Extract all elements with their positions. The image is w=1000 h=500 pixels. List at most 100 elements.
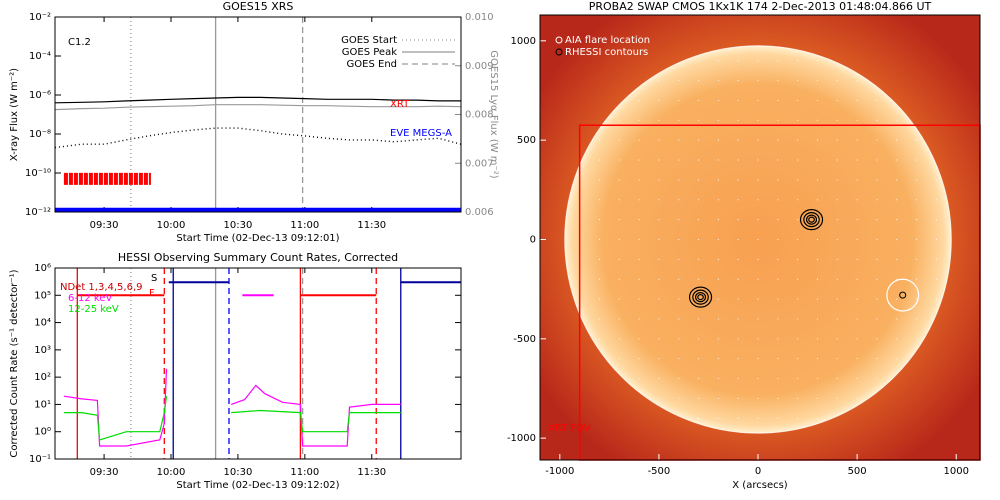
grid-dot — [717, 159, 719, 161]
grid-dot — [856, 79, 858, 82]
grid-dot — [638, 119, 640, 121]
grid-dot — [638, 298, 640, 300]
grid-dot — [658, 159, 660, 161]
series-line — [63, 368, 401, 447]
rhessi-contour — [694, 291, 707, 303]
grid-dot — [816, 298, 819, 300]
plot-frame — [539, 14, 981, 461]
grid-dot — [697, 358, 700, 360]
grid-dot — [836, 99, 838, 102]
grid-dot — [717, 258, 719, 260]
grid-dot — [618, 159, 620, 161]
grid-dot — [717, 99, 719, 102]
grid-dot — [598, 219, 601, 221]
grid-dot — [737, 377, 739, 380]
grid-dot — [618, 119, 620, 121]
grid-dot — [836, 199, 838, 201]
grid-dot — [757, 159, 759, 161]
grid-dot — [638, 99, 640, 102]
grid-dot — [757, 298, 759, 300]
grid-dot — [915, 318, 918, 320]
x-tick-label: -500 — [648, 466, 671, 477]
grid-dot — [777, 278, 779, 280]
grid-dot — [697, 417, 700, 419]
grid-dot — [836, 358, 838, 360]
grid-dot — [777, 397, 779, 400]
grid-dot — [717, 79, 719, 82]
grid-dot — [816, 179, 819, 181]
grid-dot — [678, 139, 680, 141]
y-tick-label: 10⁻¹² — [25, 207, 51, 218]
grid-dot — [697, 159, 700, 161]
grid-dot — [816, 338, 819, 340]
grid-dot — [836, 79, 838, 82]
grid-dot — [777, 238, 779, 241]
grid-dot — [896, 179, 898, 181]
chart-title: HESSI Observing Summary Count Rates, Cor… — [118, 251, 398, 264]
grid-dot — [658, 139, 660, 141]
x-tick-label: 500 — [848, 466, 867, 477]
grid-dot — [816, 119, 819, 121]
grid-dot — [935, 199, 937, 201]
grid-dot — [678, 318, 680, 320]
grid-dot — [618, 219, 620, 221]
grid-dot — [816, 377, 819, 380]
annotation: XRT — [390, 99, 410, 110]
grid-dot — [935, 238, 937, 241]
grid-dot — [816, 238, 819, 241]
grid-dot — [757, 99, 759, 102]
grid-dot — [856, 258, 858, 260]
rhessi-contour — [799, 209, 824, 231]
grid-dot — [638, 199, 640, 201]
grid-dot — [598, 238, 601, 241]
grid-dot — [658, 79, 660, 82]
y2-tick-label: 0.006 — [465, 207, 494, 218]
grid-dot — [876, 219, 878, 221]
grid-dot — [777, 60, 779, 62]
x-axis-label: Start Time (02-Dec-13 09:12:02) — [176, 480, 339, 491]
x-tick-label: 11:30 — [357, 220, 386, 231]
grid-dot — [697, 397, 700, 400]
grid-dot — [658, 318, 660, 320]
grid-dot — [618, 338, 620, 340]
grid-dot — [797, 219, 799, 221]
grid-dot — [737, 338, 739, 340]
grid-dot — [757, 219, 759, 221]
y-tick-label: -1000 — [507, 433, 536, 444]
grid-dot — [638, 238, 640, 241]
grid-dot — [797, 139, 799, 141]
grid-dot — [935, 298, 937, 300]
x-tick-label: 09:30 — [90, 467, 119, 478]
grid-dot — [737, 199, 739, 201]
rhessi-contour — [697, 293, 704, 301]
grid-dot — [757, 119, 759, 121]
grid-dot — [678, 377, 680, 380]
grid-dot — [836, 219, 838, 221]
grid-dot — [678, 199, 680, 201]
x-axis-label: X (arcsecs) — [732, 480, 788, 491]
grid-dot — [658, 397, 660, 400]
grid-dot — [638, 159, 640, 161]
grid-dot — [658, 238, 660, 241]
grid-dot — [915, 338, 918, 340]
grid-dot — [598, 139, 601, 141]
grid-dot — [697, 338, 700, 340]
grid-dot — [658, 199, 660, 201]
grid-dot — [797, 397, 799, 400]
grid-dot — [697, 79, 700, 82]
y2-tick-label: 0.007 — [465, 158, 494, 169]
grid-dot — [678, 397, 680, 400]
grid-dot — [618, 278, 620, 280]
grid-dot — [836, 338, 838, 340]
grid-dot — [697, 377, 700, 380]
grid-dot — [797, 199, 799, 201]
grid-dot — [658, 258, 660, 260]
legend-entry: GOES End — [347, 59, 397, 70]
grid-dot — [658, 179, 660, 181]
grid-dot — [737, 159, 739, 161]
grid-dot — [717, 377, 719, 380]
grid-dot — [816, 219, 819, 221]
plot-frame — [54, 16, 462, 213]
plot-frame — [54, 267, 462, 460]
grid-dot — [717, 358, 719, 360]
